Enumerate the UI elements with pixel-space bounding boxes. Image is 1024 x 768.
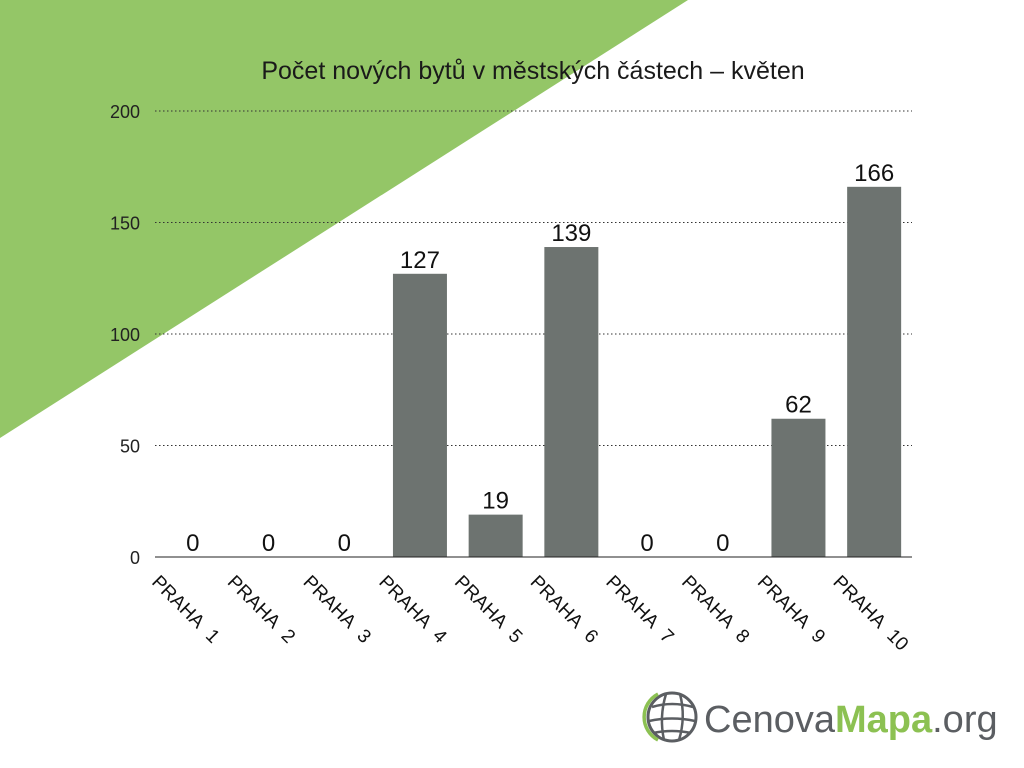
y-tick-label: 200 (110, 102, 140, 122)
data-label: 127 (400, 247, 440, 274)
logo-text-part1: Cenova (704, 699, 836, 741)
data-label: 0 (716, 530, 729, 557)
globe-grid-icon (642, 691, 698, 743)
x-tick-label: PRAHA 4 (374, 572, 450, 648)
data-label: 0 (186, 530, 199, 557)
data-label: 139 (551, 220, 591, 247)
chart-title: Počet nových bytů v městských částech – … (261, 57, 804, 85)
data-label: 0 (640, 530, 653, 557)
x-tick-label: PRAHA 3 (299, 572, 375, 648)
bar (392, 273, 447, 557)
data-label: 62 (785, 392, 812, 419)
data-label: 0 (262, 530, 275, 557)
data-label: 166 (854, 160, 894, 187)
x-tick-label: PRAHA 6 (526, 572, 602, 648)
green-corner-triangle (0, 0, 688, 438)
logo-text-part3: .org (932, 699, 997, 741)
y-axis-ticks: 0 50 100 150 200 (110, 102, 140, 568)
value-labels: 0 0 0 127 19 139 0 0 62 166 (186, 160, 894, 557)
y-tick-label: 50 (120, 437, 140, 457)
bar (771, 418, 826, 557)
y-tick-label: 100 (110, 325, 140, 345)
bars (392, 186, 902, 557)
x-tick-label: PRAHA 10 (829, 572, 913, 656)
logo-text-part2: Mapa (835, 699, 933, 741)
x-tick-label: PRAHA 1 (147, 572, 223, 648)
y-tick-label: 150 (110, 214, 140, 234)
cenovamapa-logo: CenovaMapa.org (642, 691, 998, 743)
logo-text: CenovaMapa.org (704, 699, 998, 741)
bar (847, 186, 902, 557)
x-tick-label: PRAHA 5 (450, 572, 526, 648)
x-tick-label: PRAHA 8 (677, 572, 753, 648)
x-tick-label: PRAHA 9 (753, 572, 829, 648)
data-label: 19 (482, 488, 509, 515)
bar (544, 247, 599, 557)
data-label: 0 (338, 530, 351, 557)
bar (468, 514, 523, 557)
category-labels: PRAHA 1 PRAHA 2 PRAHA 3 PRAHA 4 PRAHA 5 PRAHA… (147, 572, 912, 656)
y-tick-label: 0 (130, 548, 140, 568)
x-tick-label: PRAHA 7 (602, 572, 678, 648)
x-tick-label: PRAHA 2 (223, 572, 299, 648)
